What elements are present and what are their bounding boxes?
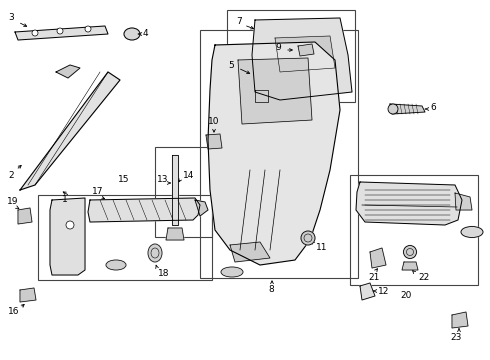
Polygon shape xyxy=(298,44,314,56)
Polygon shape xyxy=(88,198,200,222)
Circle shape xyxy=(57,28,63,34)
Ellipse shape xyxy=(221,267,243,277)
Polygon shape xyxy=(166,228,184,240)
Polygon shape xyxy=(230,242,270,262)
Polygon shape xyxy=(356,182,462,225)
Polygon shape xyxy=(455,193,472,210)
Bar xyxy=(200,30,358,278)
Ellipse shape xyxy=(124,28,140,40)
Text: 17: 17 xyxy=(92,188,103,197)
Text: 15: 15 xyxy=(118,175,129,184)
Circle shape xyxy=(388,104,398,114)
Polygon shape xyxy=(252,18,352,100)
Bar xyxy=(38,195,212,280)
Polygon shape xyxy=(20,72,120,190)
Polygon shape xyxy=(208,42,340,265)
Text: 2: 2 xyxy=(8,171,14,180)
Text: 19: 19 xyxy=(7,198,19,207)
Text: 23: 23 xyxy=(450,333,462,342)
Circle shape xyxy=(32,30,38,36)
Circle shape xyxy=(66,221,74,229)
Polygon shape xyxy=(172,155,178,225)
Text: 6: 6 xyxy=(430,104,436,112)
Polygon shape xyxy=(15,26,108,40)
Ellipse shape xyxy=(106,260,126,270)
Text: 4: 4 xyxy=(143,30,148,39)
Polygon shape xyxy=(402,262,418,270)
Text: 7: 7 xyxy=(236,18,242,27)
Polygon shape xyxy=(20,288,36,302)
Polygon shape xyxy=(238,58,312,124)
Text: 11: 11 xyxy=(316,243,327,252)
Text: 9: 9 xyxy=(275,44,281,53)
Text: 18: 18 xyxy=(158,270,170,279)
Polygon shape xyxy=(452,312,468,328)
Text: 20: 20 xyxy=(400,291,412,300)
Ellipse shape xyxy=(403,246,416,258)
Ellipse shape xyxy=(301,231,315,245)
Ellipse shape xyxy=(148,244,162,262)
Polygon shape xyxy=(50,198,85,275)
Text: 16: 16 xyxy=(8,307,20,316)
Text: 5: 5 xyxy=(228,60,234,69)
Polygon shape xyxy=(360,283,375,300)
Polygon shape xyxy=(56,65,80,78)
Circle shape xyxy=(85,26,91,32)
Text: 14: 14 xyxy=(183,171,195,180)
Text: 1: 1 xyxy=(62,195,68,204)
Text: 8: 8 xyxy=(268,285,274,294)
Polygon shape xyxy=(390,104,425,114)
Bar xyxy=(350,175,478,285)
Bar xyxy=(227,10,355,102)
Polygon shape xyxy=(206,134,222,149)
Bar xyxy=(155,147,212,237)
Polygon shape xyxy=(275,36,335,72)
Text: 12: 12 xyxy=(378,287,390,296)
Ellipse shape xyxy=(461,226,483,238)
Polygon shape xyxy=(255,90,268,102)
Text: 13: 13 xyxy=(157,175,169,184)
Text: 3: 3 xyxy=(8,13,14,22)
Polygon shape xyxy=(370,248,386,268)
Text: 22: 22 xyxy=(418,274,429,283)
Text: 10: 10 xyxy=(208,117,220,126)
Polygon shape xyxy=(18,208,32,224)
Polygon shape xyxy=(195,200,208,216)
Text: 21: 21 xyxy=(368,274,379,283)
